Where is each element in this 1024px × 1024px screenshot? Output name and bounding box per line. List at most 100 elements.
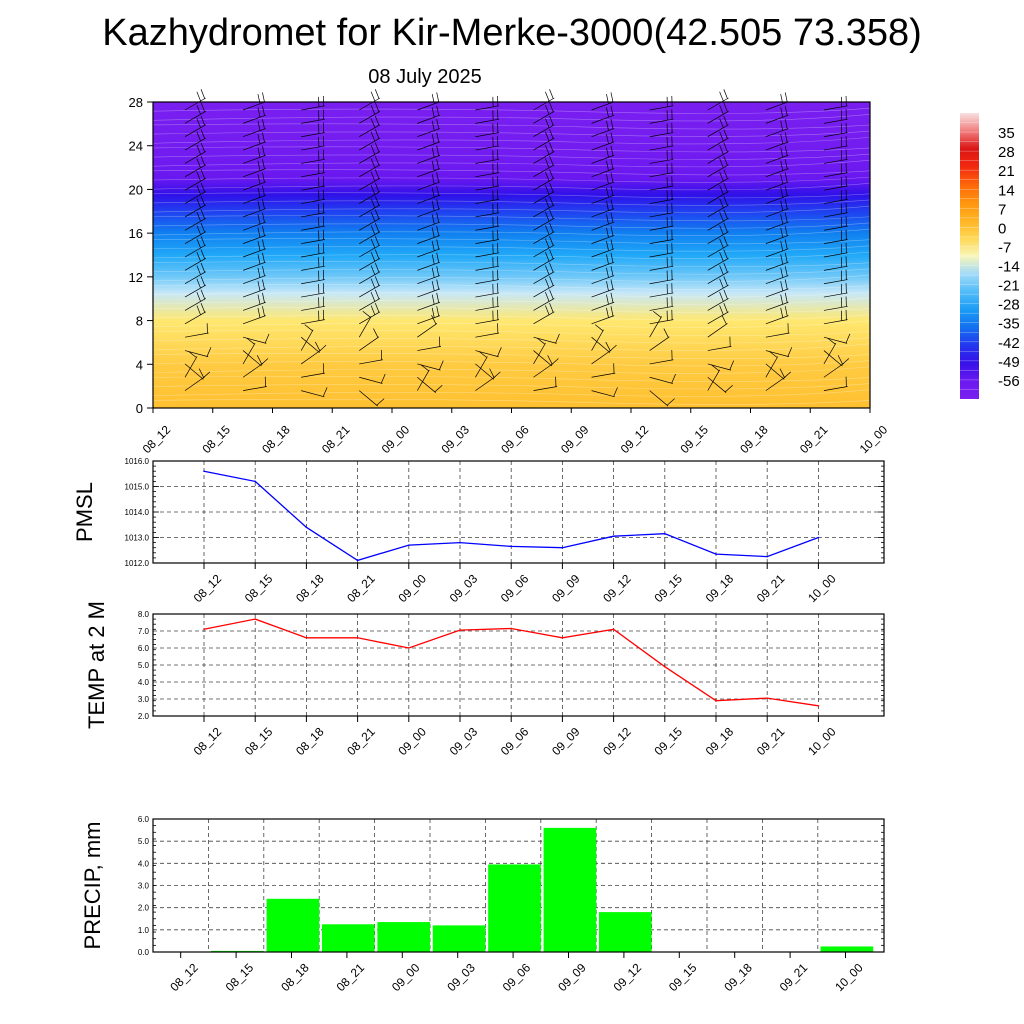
- wind-barb: [649, 319, 674, 325]
- wind-barb: [242, 363, 263, 378]
- wind-barb: [475, 376, 496, 391]
- wind-barb: [649, 105, 674, 111]
- wind-barb: [184, 124, 206, 138]
- wind-barb-feather: [420, 364, 429, 372]
- x-tick-label: 08_21: [344, 571, 378, 605]
- wind-barb-feather: [610, 159, 614, 170]
- heatmap-x-tick-label: 08_15: [199, 422, 233, 456]
- wind-barb-feather: [610, 266, 614, 277]
- x-tick-label: 09_00: [389, 960, 423, 994]
- wind-barb: [417, 168, 441, 178]
- wind-barb: [184, 311, 206, 325]
- precip-bar: [321, 924, 375, 952]
- wind-barb: [184, 231, 206, 244]
- wind-barb-feather: [257, 200, 261, 211]
- wind-barb: [765, 221, 789, 231]
- wind-barb-feather: [606, 107, 609, 118]
- wind-barb: [184, 151, 206, 164]
- wind-barb-feather: [780, 214, 784, 225]
- wind-barb-feather: [536, 337, 546, 345]
- wind-barb: [707, 177, 729, 191]
- wind-barb: [649, 145, 674, 151]
- x-tick-label: 09_06: [498, 724, 532, 758]
- wind-barb-feather: [196, 185, 201, 195]
- page-subtitle: 08 July 2025: [368, 66, 482, 88]
- wind-barb: [707, 111, 729, 124]
- wind-barb: [707, 323, 728, 338]
- heatmap-x-tick-label: 08_21: [319, 422, 353, 456]
- wind-barb-feather: [196, 158, 201, 168]
- wind-barb: [591, 114, 615, 124]
- wind-barb-feather: [827, 337, 836, 345]
- contour-line: [152, 251, 871, 259]
- x-tick-label: 09_09: [555, 960, 589, 994]
- wind-barb: [823, 199, 848, 204]
- wind-barb-feather: [374, 276, 380, 286]
- wind-barb: [765, 128, 789, 138]
- wind-barb: [242, 168, 266, 178]
- wind-barb-feather: [257, 134, 261, 145]
- wind-barb-feather: [262, 292, 265, 303]
- wind-barb-feather: [370, 171, 376, 182]
- wind-barb-feather: [431, 294, 435, 305]
- wind-barb-feather: [478, 351, 488, 358]
- wind-barb: [649, 359, 674, 365]
- wind-barb-feather: [200, 169, 206, 179]
- x-tick-label: 09_09: [549, 571, 583, 605]
- wind-barb: [359, 124, 381, 138]
- wind-barb-feather: [374, 156, 380, 166]
- axis-title: TEMP at 2 M: [84, 601, 109, 729]
- wind-barb-feather: [196, 265, 201, 275]
- wind-barb: [765, 114, 789, 124]
- wind-barb: [823, 292, 848, 298]
- heatmap-x-tick-label: 09_21: [797, 422, 831, 456]
- wind-barb-feather: [606, 240, 609, 251]
- wind-barb-feather: [549, 303, 554, 313]
- heatmap-x-tick-label: 08_18: [259, 422, 293, 456]
- wind-barb-feather: [370, 158, 376, 168]
- wind-barb: [358, 316, 372, 338]
- wind-barb-feather: [196, 305, 201, 315]
- wind-barb: [359, 271, 381, 285]
- wind-barb: [823, 145, 848, 151]
- wind-barb-feather: [610, 252, 614, 263]
- x-tick-label: 09_15: [666, 960, 700, 994]
- wind-barb-feather: [723, 222, 728, 233]
- wind-barb-feather: [610, 172, 614, 183]
- x-tick-label: 09_12: [600, 724, 634, 758]
- wind-barb-feather: [723, 129, 728, 139]
- wind-barb-feather: [196, 171, 201, 182]
- wind-barb: [300, 329, 314, 351]
- wind-barb: [765, 208, 789, 218]
- wind-barb-feather: [780, 147, 784, 158]
- wind-barb: [823, 158, 848, 164]
- wind-barb: [417, 323, 438, 338]
- wind-barb-feather: [262, 92, 265, 103]
- wind-barb-feather: [439, 360, 444, 370]
- wind-barb-feather: [780, 240, 784, 251]
- wind-barb-feather: [374, 115, 380, 126]
- wind-barb-feather: [610, 105, 614, 116]
- series-point: [612, 628, 615, 631]
- wind-barb-feather: [374, 196, 380, 206]
- wind-barb: [184, 376, 205, 391]
- wind-barb-feather: [370, 278, 376, 289]
- wind-barb-feather: [257, 174, 261, 185]
- wind-barb-feather: [784, 199, 788, 210]
- wind-barb-feather: [723, 289, 728, 300]
- series-point: [561, 546, 564, 549]
- wind-barb-feather: [257, 120, 261, 131]
- x-tick-label: 09_18: [703, 571, 737, 605]
- wind-barb-feather: [780, 254, 784, 265]
- y-tick-label: 1013.0: [125, 534, 150, 543]
- wind-barb-feather: [196, 225, 201, 235]
- page-title: Kazhydromet for Kir-Merke-3000(42.505 73…: [102, 12, 922, 54]
- wind-barb-feather: [723, 236, 728, 246]
- wind-barb-feather: [606, 134, 609, 145]
- wind-barb-feather: [711, 364, 720, 372]
- wind-barb: [533, 151, 555, 164]
- wind-barb: [533, 258, 555, 271]
- contour-line: [152, 398, 871, 405]
- contour-line: [152, 107, 871, 114]
- wind-barb: [823, 132, 848, 138]
